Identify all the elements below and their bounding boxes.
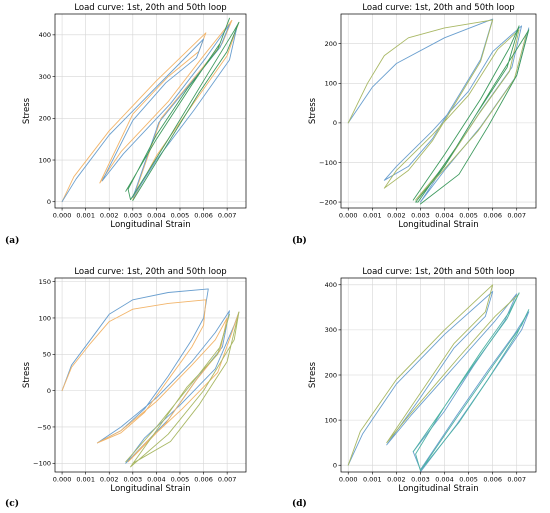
x-tick-label: 0.003	[124, 476, 143, 484]
series-line-3	[125, 311, 240, 468]
x-tick-label: 0.006	[194, 476, 213, 484]
y-tick-label: 100	[325, 416, 337, 424]
y-tick-label: −200	[319, 198, 337, 206]
x-tick-label: 0.001	[363, 476, 382, 484]
chart-panel-2: Load curve: 1st, 20th and 50th loop 0.000…	[292, 3, 537, 246]
x-tick-label: 0.002	[100, 212, 119, 220]
x-tick-label: 0.006	[194, 212, 213, 220]
y-tick-label: 100	[39, 156, 51, 164]
y-tick-label: 200	[325, 40, 337, 48]
y-tick-label: 50	[43, 351, 51, 359]
x-tick-label: 0.000	[53, 476, 72, 484]
x-tick-label: 0.005	[459, 476, 478, 484]
y-tick-label: −50	[37, 423, 51, 431]
x-tick-label: 0.006	[483, 476, 502, 484]
series-line-2	[347, 19, 527, 201]
y-tick-label: 0	[47, 387, 51, 395]
panel-label: (b)	[292, 235, 307, 246]
x-axis-label: Longitudinal Strain	[110, 220, 190, 230]
chart-panel-3: Load curve: 1st, 20th and 50th loop 0.000…	[5, 267, 247, 509]
chart-title: Load curve: 1st, 20th and 50th loop	[74, 3, 226, 13]
x-tick-label: 0.001	[363, 212, 382, 220]
chart-title: Load curve: 1st, 20th and 50th loop	[362, 3, 514, 13]
plot-frame	[54, 13, 247, 209]
x-tick-label: 0.004	[435, 212, 454, 220]
series-line-3	[412, 292, 530, 472]
y-tick-label: 100	[39, 314, 51, 322]
x-tick-label: 0.007	[507, 212, 526, 220]
y-tick-label: 100	[325, 80, 337, 88]
panel-label: (a)	[5, 235, 19, 246]
x-tick-label: 0.007	[507, 476, 526, 484]
plot-frame	[340, 277, 537, 473]
y-tick-label: 0	[333, 462, 337, 470]
x-tick-label: 0.004	[147, 476, 166, 484]
x-tick-label: 0.000	[53, 212, 72, 220]
y-tick-label: −100	[319, 159, 337, 167]
series-line-3	[412, 25, 530, 205]
chart-title: Load curve: 1st, 20th and 50th loop	[74, 267, 226, 277]
x-tick-label: 0.005	[171, 476, 190, 484]
series-line-1	[61, 19, 240, 203]
x-tick-label: 0.002	[387, 212, 406, 220]
x-tick-label: 0.003	[124, 212, 143, 220]
panel-label: (d)	[292, 498, 307, 509]
y-axis-label: Stress	[308, 97, 318, 124]
series-line-2	[61, 299, 240, 463]
x-tick-label: 0.005	[459, 212, 478, 220]
y-axis-label: Stress	[22, 361, 32, 388]
plot-frame	[54, 277, 247, 473]
x-tick-label: 0.007	[218, 212, 237, 220]
series-line-2	[61, 23, 238, 203]
x-tick-label: 0.003	[411, 212, 430, 220]
y-axis-label: Stress	[22, 97, 32, 124]
y-tick-label: 300	[39, 73, 51, 81]
panel-label: (c)	[5, 498, 19, 509]
x-axis-label: Longitudinal Strain	[398, 220, 478, 230]
y-tick-label: −100	[33, 460, 51, 468]
x-axis-label: Longitudinal Strain	[398, 484, 478, 494]
series-line-3	[125, 17, 240, 201]
x-tick-label: 0.000	[339, 476, 358, 484]
x-tick-label: 0.004	[435, 476, 454, 484]
x-tick-label: 0.001	[76, 476, 95, 484]
y-tick-label: 0	[47, 198, 51, 206]
x-tick-label: 0.003	[411, 476, 430, 484]
x-tick-label: 0.004	[147, 212, 166, 220]
x-tick-label: 0.002	[100, 476, 119, 484]
x-tick-label: 0.007	[218, 476, 237, 484]
chart-panel-4: Load curve: 1st, 20th and 50th loop 0.000…	[292, 267, 537, 509]
y-tick-label: 300	[325, 326, 337, 334]
y-tick-label: 150	[39, 278, 51, 286]
y-tick-label: 200	[325, 371, 337, 379]
plot-frame	[340, 13, 537, 209]
x-tick-label: 0.005	[171, 212, 190, 220]
series-line-1	[347, 18, 530, 203]
y-axis-label: Stress	[308, 361, 318, 388]
chart-title: Load curve: 1st, 20th and 50th loop	[362, 267, 514, 277]
y-tick-label: 400	[39, 31, 51, 39]
chart-panel-1: Load curve: 1st, 20th and 50th loop 0.000…	[5, 3, 247, 246]
x-tick-label: 0.001	[76, 212, 95, 220]
x-tick-label: 0.000	[339, 212, 358, 220]
y-tick-label: 400	[325, 281, 337, 289]
y-tick-label: 200	[39, 115, 51, 123]
x-axis-label: Longitudinal Strain	[110, 484, 190, 494]
y-tick-label: 0	[333, 119, 337, 127]
x-tick-label: 0.006	[483, 212, 502, 220]
x-tick-label: 0.002	[387, 476, 406, 484]
series-line-2	[347, 284, 520, 466]
